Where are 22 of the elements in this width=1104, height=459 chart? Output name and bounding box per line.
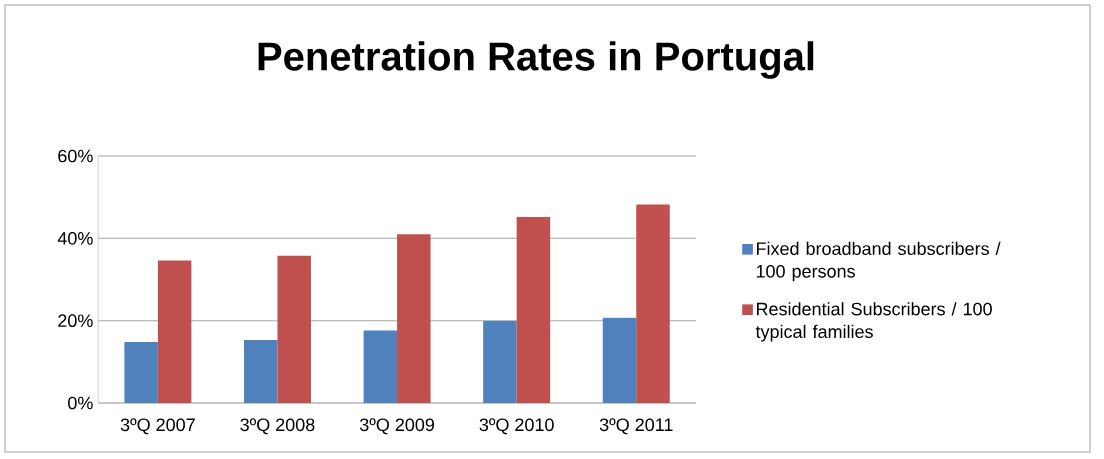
- y-tick-label: 40%: [57, 231, 93, 245]
- bar: [636, 204, 670, 403]
- y-tick-label: 20%: [58, 314, 93, 328]
- bar: [157, 260, 192, 403]
- legend-label: Fixed broadband subscribers / 100 persons: [756, 241, 1001, 282]
- x-tick-label: 3ºQ 2007: [120, 418, 195, 435]
- x-tick-label: 3ºQ 2008: [240, 418, 315, 435]
- x-tick-label: 3ºQ 2010: [479, 418, 554, 435]
- bar: [124, 342, 158, 403]
- bar: [363, 330, 398, 403]
- chart-title: Penetration Rates in Portugal: [258, 41, 814, 79]
- bar: [243, 340, 278, 403]
- x-tick-label: 3ºQ 2009: [359, 418, 435, 435]
- x-tick-label: 3ºQ 2011: [599, 418, 673, 435]
- bar: [516, 216, 551, 403]
- bar: [277, 255, 311, 403]
- bar: [397, 234, 431, 403]
- legend-label: Residential Subscribers / 100 typical families: [755, 302, 992, 342]
- bar: [602, 317, 637, 403]
- y-tick-label: 0%: [68, 396, 93, 410]
- y-tick-label: 60%: [58, 149, 93, 163]
- bar: [483, 321, 517, 403]
